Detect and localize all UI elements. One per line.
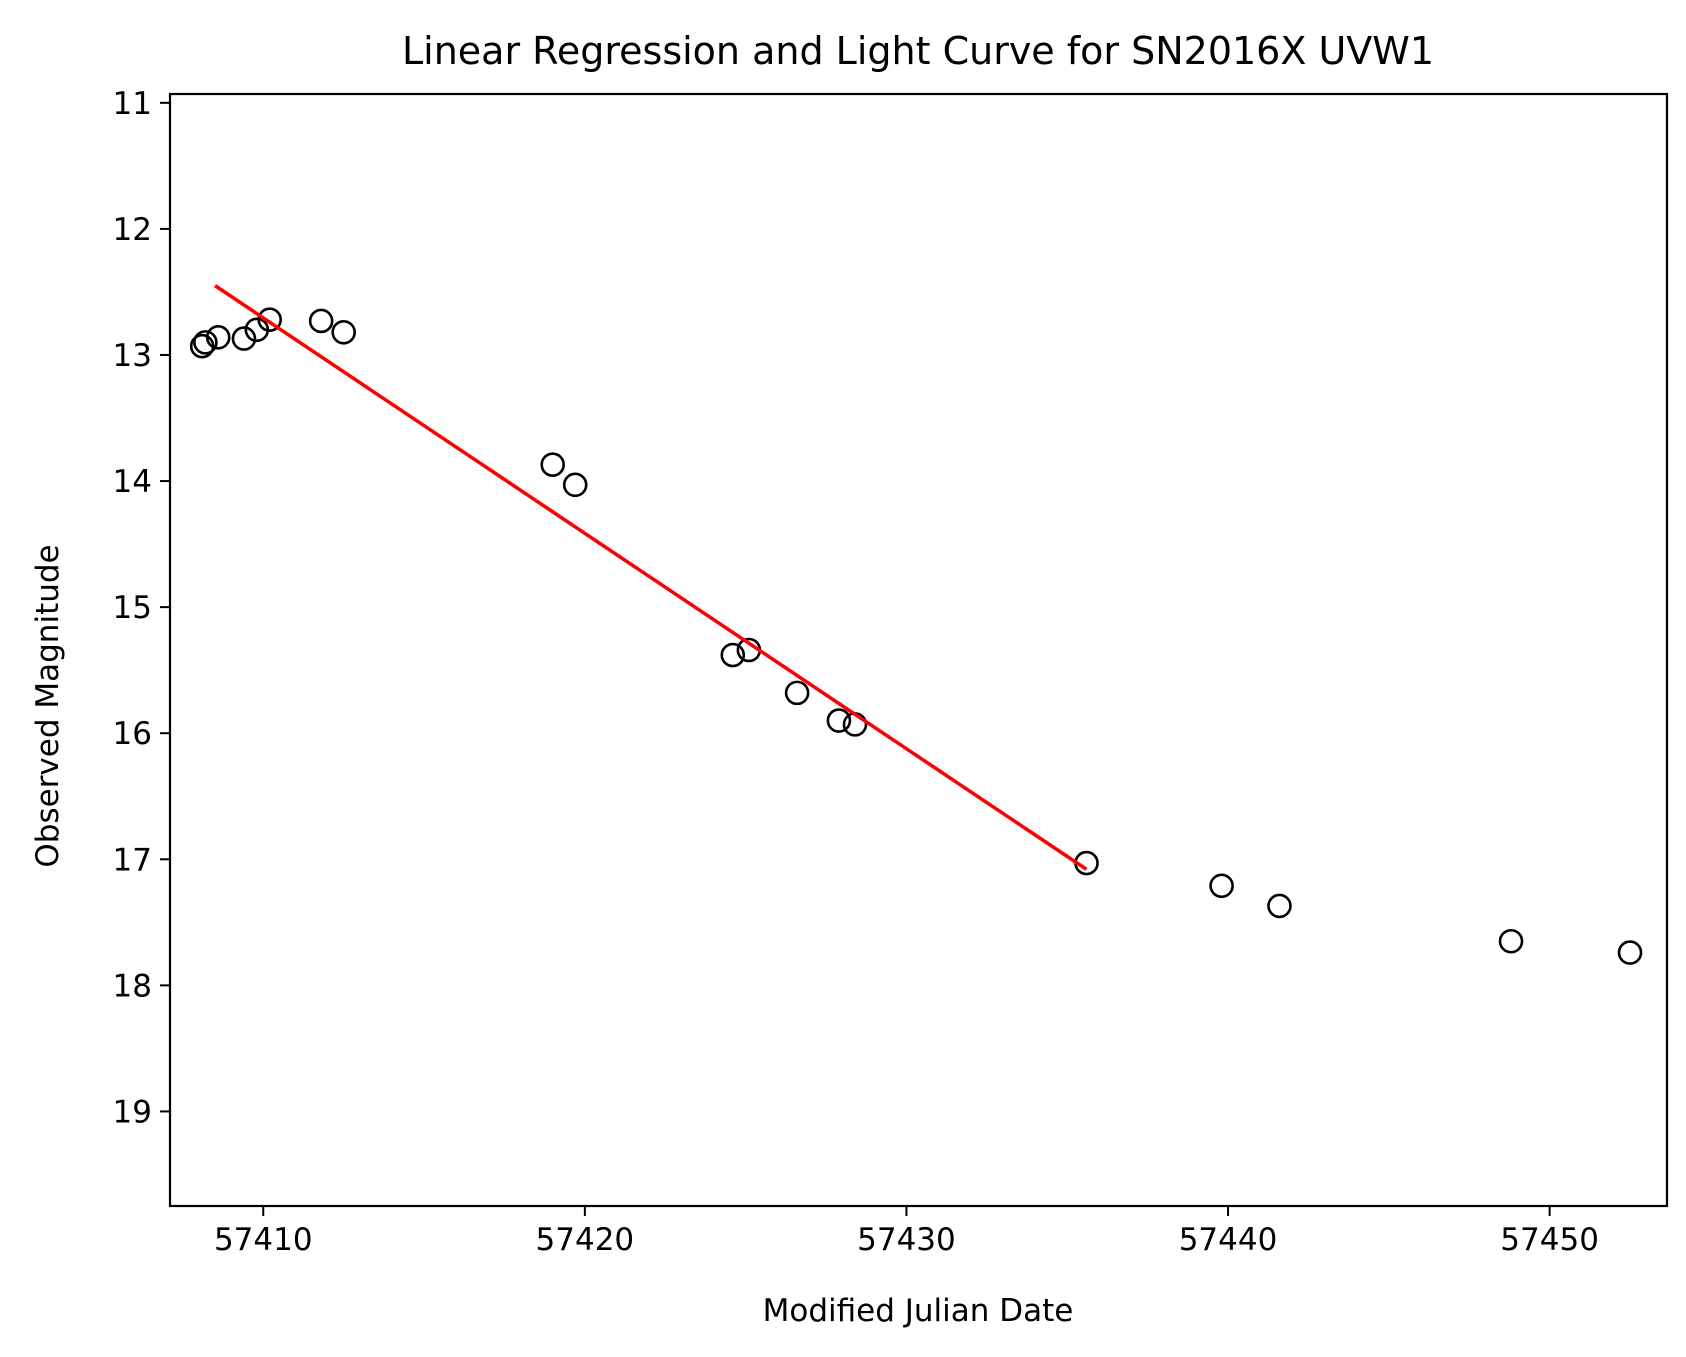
plot-frame — [168, 92, 1669, 1208]
y-tick-label: 19 — [113, 1094, 152, 1130]
data-point — [826, 708, 852, 733]
x-tick-label: 57430 — [857, 1222, 956, 1258]
y-tick-label: 15 — [113, 590, 152, 626]
data-point — [1267, 893, 1292, 919]
y-tick-label: 12 — [113, 212, 152, 248]
x-tick-label: 57410 — [214, 1222, 313, 1258]
data-point — [540, 452, 565, 477]
y-tick-label: 16 — [113, 716, 152, 752]
x-axis-label: Modified Julian Date — [763, 1293, 1074, 1329]
plot-area: 57410 57420 57430 57440 57450 11 12 13 14 15 16 17 1… — [113, 86, 1669, 1258]
data-point — [331, 319, 356, 345]
y-tick-label: 13 — [113, 338, 152, 374]
data-point — [205, 325, 231, 350]
y-tick-label: 18 — [113, 968, 152, 1004]
y-tick-label: 11 — [113, 86, 152, 122]
data-point — [231, 326, 257, 351]
y-tick-label: 14 — [113, 464, 152, 500]
data-point — [842, 712, 868, 737]
data-point — [193, 330, 218, 355]
chart-title: Linear Regression and Light Curve for SN… — [402, 29, 1434, 73]
y-axis-label: Observed Magnitude — [30, 544, 66, 867]
x-tick-label: 57440 — [1179, 1222, 1278, 1258]
data-point — [1617, 940, 1643, 965]
data-point — [257, 307, 282, 332]
data-point — [562, 472, 588, 498]
data-point — [308, 308, 334, 334]
data-point — [1209, 873, 1234, 899]
data-point — [720, 642, 746, 668]
data-point — [1498, 928, 1524, 954]
regression-line — [214, 284, 1088, 871]
data-point — [784, 680, 810, 706]
x-tick-label: 57420 — [536, 1222, 635, 1258]
x-tick-label: 57450 — [1500, 1222, 1599, 1258]
y-tick-label: 17 — [113, 842, 152, 878]
